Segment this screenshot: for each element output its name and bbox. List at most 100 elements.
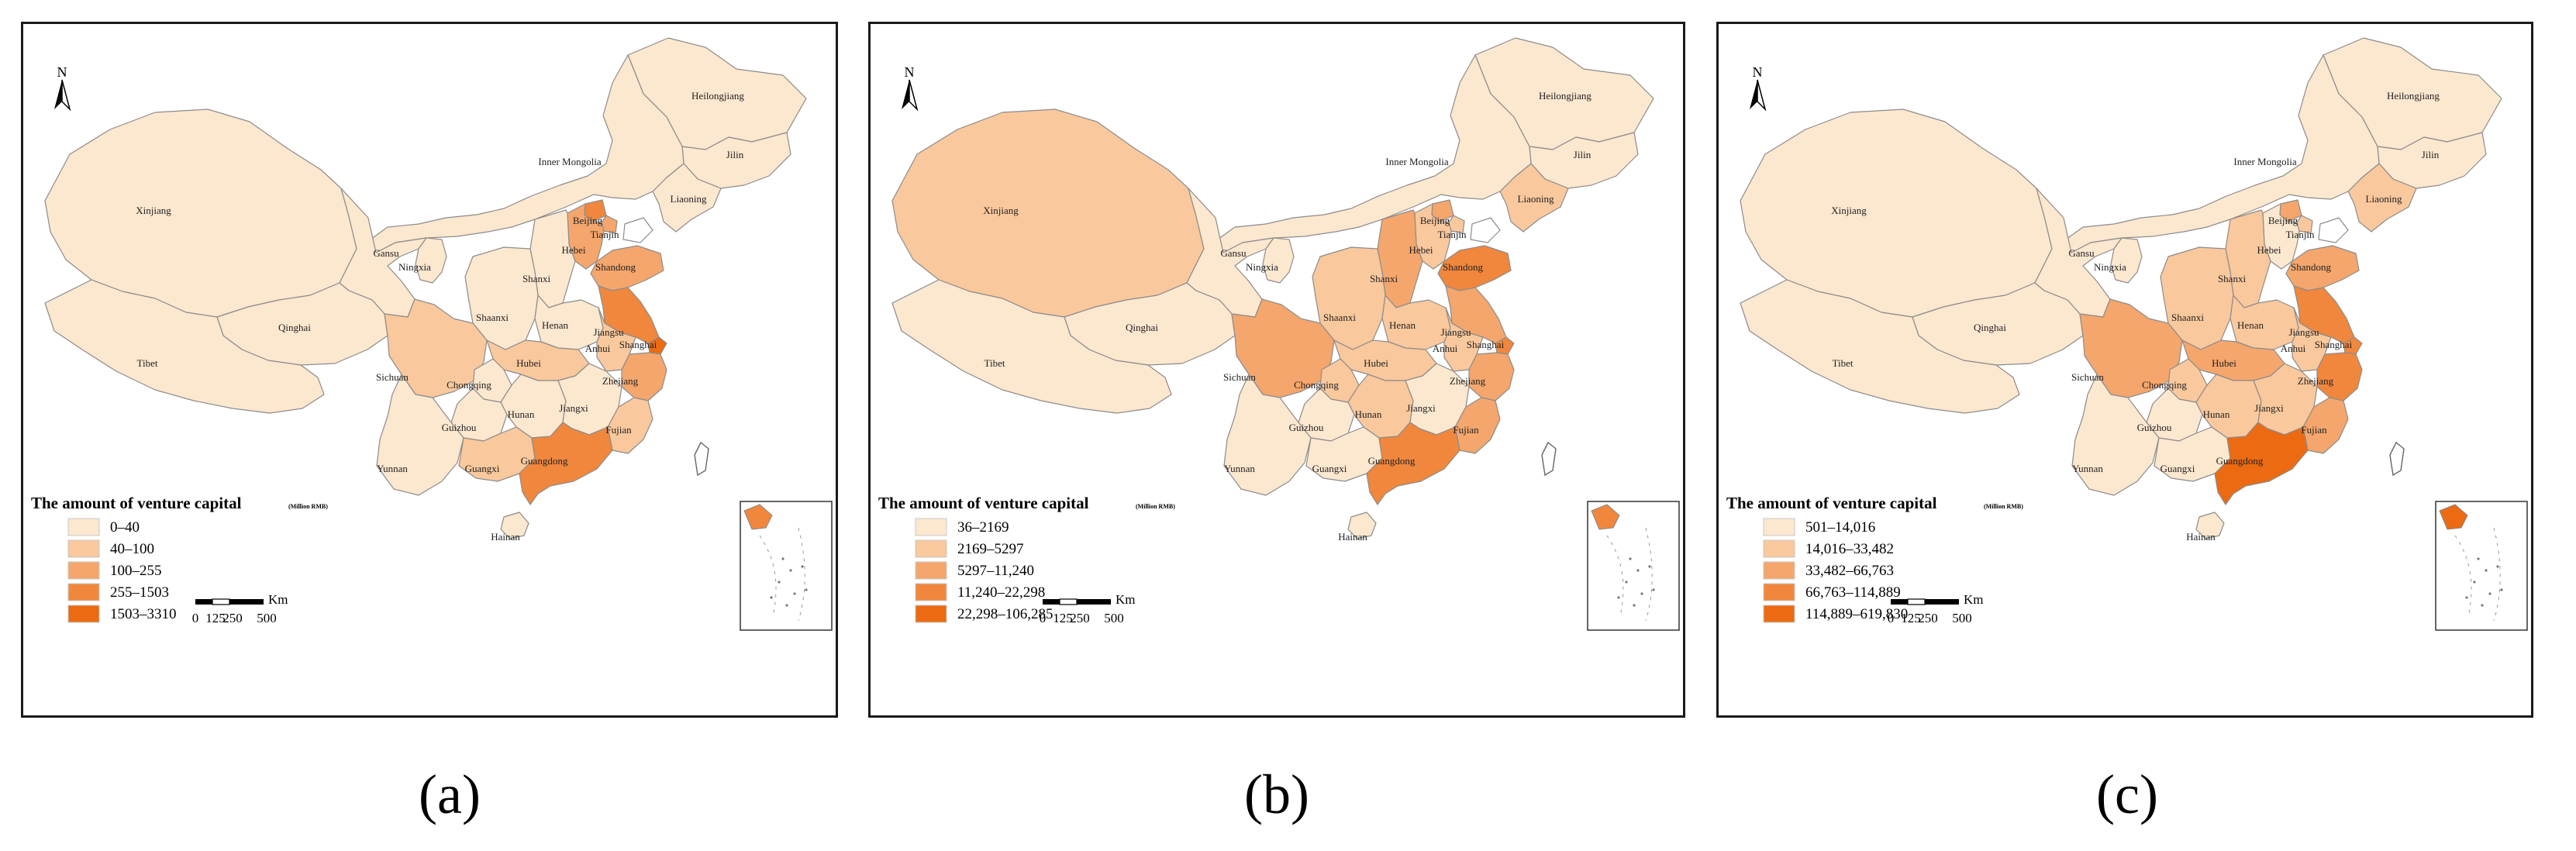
region-label-tibet: Tibet	[985, 357, 1005, 369]
scale-unit: Km	[268, 592, 288, 607]
region-hainan	[1347, 512, 1377, 539]
region-label-hainan: Hainan	[1338, 531, 1367, 543]
region-label-fujian: Fujian	[605, 424, 632, 436]
region-label-henan: Henan	[2237, 319, 2264, 331]
scale-tick-label: 125	[1901, 611, 1921, 625]
legend: The amount of venture capital (Million RM…	[1726, 494, 2023, 623]
region-label-sichuan: Sichuan	[2071, 371, 2104, 383]
region-label-yunnan: Yunnan	[2072, 463, 2103, 474]
south-china-sea-inset	[2435, 501, 2528, 631]
region-label-shaanxi: Shaanxi	[1323, 312, 1356, 323]
region-gansu	[339, 188, 427, 318]
region-label-chongqing: Chongqing	[1294, 379, 1339, 391]
panel-caption-c: (c)	[2096, 763, 2158, 825]
region-label-inner-mongolia: Inner Mongolia	[538, 156, 601, 167]
region-label-jiangxi: Jiangxi	[559, 402, 588, 414]
north-arrow-icon: N	[54, 64, 71, 112]
south-china-sea-inset	[740, 501, 833, 631]
legend-swatch	[915, 518, 947, 536]
region-label-guangxi: Guangxi	[465, 463, 500, 474]
legend-swatch	[1763, 605, 1795, 623]
region-label-gansu: Gansu	[2068, 247, 2095, 259]
legend-unit: (Million RMB)	[1984, 503, 2023, 510]
map-panel-c: Heilongjiang Jilin Liaoning Inner Mongolia X…	[1716, 22, 2533, 718]
region-label-fujian: Fujian	[1453, 424, 1479, 436]
region-label-zhejiang: Zhejiang	[1450, 375, 1486, 387]
region-label-hubei: Hubei	[2212, 357, 2236, 369]
region-shanghai	[647, 336, 667, 355]
legend-label: 33,482–66,763	[1805, 563, 1894, 579]
region-label-shandong: Shandong	[595, 261, 636, 273]
legend-swatch	[1763, 539, 1795, 558]
map-svg: Heilongjiang Jilin Liaoning Inner Mongolia X…	[1726, 37, 2528, 631]
region-label-guangdong: Guangdong	[2216, 455, 2264, 467]
region-label-guangxi: Guangxi	[1312, 463, 1347, 474]
legend: The amount of venture capital (Million RM…	[878, 494, 1175, 623]
region-yunnan	[1223, 374, 1312, 496]
region-label-zhejiang: Zhejiang	[602, 375, 639, 387]
region-label-heilongjiang: Heilongjiang	[1539, 90, 1591, 102]
map-panel-a: Heilongjiang Jilin Liaoning Inner Mongolia X…	[21, 22, 838, 718]
region-label-jilin: Jilin	[2422, 149, 2440, 160]
region-label-chongqing: Chongqing	[2142, 379, 2187, 391]
region-label-tianjin: Tianjin	[1437, 229, 1467, 240]
legend-label: 14,016–33,482	[1805, 541, 1894, 557]
region-label-henan: Henan	[1389, 319, 1416, 331]
region-label-xinjiang: Xinjiang	[136, 205, 171, 216]
region-label-ningxia: Ningxia	[2094, 261, 2126, 273]
legend-swatch	[67, 605, 100, 623]
region-zhejiang	[1468, 352, 1515, 401]
legend-title: The amount of venture capital	[878, 494, 1089, 512]
region-label-shandong: Shandong	[2291, 261, 2332, 273]
legend-label: 11,240–22,298	[957, 584, 1045, 601]
legend-label: 36–2169	[957, 519, 1009, 536]
panel-caption-b: (b)	[1244, 763, 1309, 825]
region-label-liaoning: Liaoning	[1518, 193, 1554, 205]
region-tianjin	[1448, 215, 1465, 234]
region-label-tibet: Tibet	[1833, 357, 1854, 369]
region-tibet	[891, 279, 1172, 414]
scale-unit: Km	[1116, 592, 1136, 607]
region-label-liaoning: Liaoning	[2366, 193, 2402, 205]
scale-tick-label: 0	[1888, 611, 1895, 625]
region-tianjin	[601, 215, 618, 234]
legend-label: 501–14,016	[1805, 519, 1875, 536]
region-yunnan	[2071, 374, 2160, 496]
region-label-guizhou: Guizhou	[442, 422, 477, 433]
region-hainan	[500, 512, 529, 539]
legend-swatch	[915, 605, 947, 623]
region-shanghai	[2343, 336, 2363, 355]
region-label-chongqing: Chongqing	[447, 379, 491, 391]
region-label-gansu: Gansu	[373, 247, 399, 259]
legend-title: The amount of venture capital	[31, 494, 242, 512]
legend-label: 66,763–114,889	[1805, 584, 1901, 601]
legend-swatch	[67, 561, 100, 580]
region-label-shanxi: Shanxi	[1370, 273, 1398, 284]
region-label-anhui: Anhui	[585, 343, 611, 354]
legend-label: 1503–3310	[110, 606, 177, 622]
region-label-hainan: Hainan	[491, 531, 520, 543]
region-label-hebei: Hebei	[1409, 244, 1433, 256]
region-label-jilin: Jilin	[1574, 149, 1591, 160]
region-label-hubei: Hubei	[1364, 357, 1388, 369]
region-label-hunan: Hunan	[508, 408, 535, 420]
region-liaoning	[652, 163, 722, 233]
region-shandong	[590, 245, 664, 291]
region-guangdong	[1366, 422, 1460, 505]
region-label-sichuan: Sichuan	[376, 371, 409, 383]
region-label-shanghai: Shanghai	[2315, 339, 2353, 350]
map-svg: Heilongjiang Jilin Liaoning Inner Mongolia X…	[31, 37, 833, 631]
region-label-guizhou: Guizhou	[1289, 422, 1324, 433]
legend-swatch	[1763, 561, 1795, 580]
legend-label: 22,298–106,285	[957, 606, 1054, 622]
region-label-jiangsu: Jiangsu	[2289, 326, 2320, 338]
region-label-ningxia: Ningxia	[1246, 261, 1278, 273]
region-label-guizhou: Guizhou	[2137, 422, 2172, 433]
region-tianjin	[2296, 215, 2313, 234]
region-label-hubei: Hubei	[516, 357, 541, 369]
legend-swatch	[1763, 583, 1795, 601]
legend-label: 40–100	[110, 541, 154, 557]
legend-label: 114,889–619,830	[1805, 606, 1908, 622]
legend-unit: (Million RMB)	[288, 503, 328, 510]
